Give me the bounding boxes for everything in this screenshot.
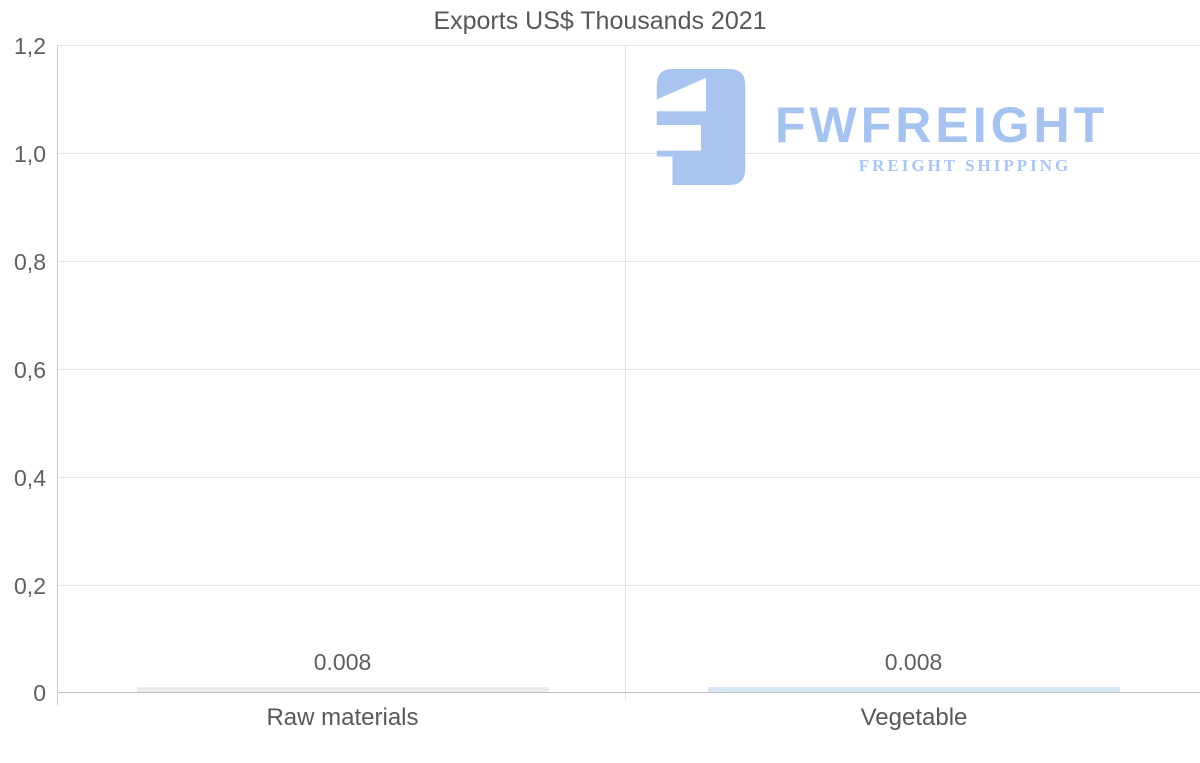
gridline [625,45,626,700]
gridline [57,477,1200,478]
y-tick-label: 0 [33,680,46,706]
watermark-brand-text: FWFREIGHT [775,97,1109,153]
chart-title: Exports US$ Thousands 2021 [433,7,767,35]
gridline [57,45,1200,46]
watermark-tagline-text: FREIGHT SHIPPING [858,156,1072,175]
y-tick-label: 0,4 [14,465,46,491]
y-tick-label: 0,2 [14,573,46,599]
y-tick-label: 0,6 [14,357,46,383]
x-category-label: Raw materials [266,704,419,731]
y-tick-label: 0,8 [14,249,46,275]
bar-raw-materials [137,687,549,692]
fwfreight-logo-icon [656,69,746,185]
bar-value-label: 0.008 [884,649,943,675]
y-tick-label: 1,2 [14,33,46,59]
gridline [57,585,1200,586]
gridline [57,153,1200,154]
y-axis-line [57,45,58,705]
plot-area: 0.008 0.008 [57,45,1200,705]
gridline [57,261,1200,262]
gridline [57,369,1200,370]
x-axis-line [57,692,1200,693]
x-category-label: Vegetable [860,704,968,731]
bar-vegetable [708,687,1120,692]
y-tick-label: 1,0 [14,141,46,167]
bar-value-label: 0.008 [313,649,372,675]
